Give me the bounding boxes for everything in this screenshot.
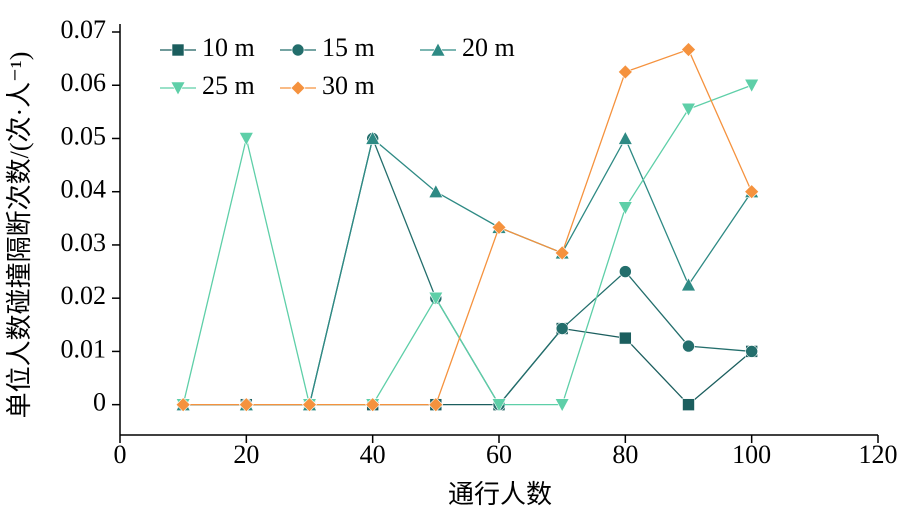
marker [744,184,760,200]
marker [428,397,444,413]
marker [617,130,633,145]
marker [170,81,186,96]
x-tick-label: 80 [612,440,638,469]
marker [428,291,444,306]
marker [682,339,695,353]
marker [554,398,570,413]
x-tick-label: 120 [859,440,898,469]
marker [491,398,507,413]
series-line [183,48,753,406]
marker [619,331,632,345]
marker [302,397,317,413]
marker [554,245,570,261]
y-tick-label: 0 [93,388,106,417]
marker [428,184,444,199]
y-tick-label: 0.04 [61,175,107,204]
y-axis-label: 单位人数碰撞隔断次数/(次·人⁻¹) [5,52,34,419]
series-line [183,136,752,406]
x-tick-label: 40 [360,440,386,469]
x-tick-label: 20 [233,440,259,469]
marker [491,219,507,235]
marker [619,265,632,278]
x-tick-label: 0 [114,440,127,469]
series-line [183,136,753,406]
marker [680,277,697,292]
marker [682,398,695,411]
marker [365,397,381,413]
x-tick-label: 60 [486,440,512,469]
legend-label: 10 m [202,33,255,62]
series-line [182,84,752,406]
marker [617,201,633,216]
marker [175,397,191,413]
marker [681,42,696,57]
y-tick-label: 0.03 [61,228,107,257]
y-tick-label: 0.01 [61,334,107,363]
y-tick-label: 0.06 [61,68,107,97]
x-tick-label: 100 [732,440,771,469]
legend-label: 15 m [322,33,375,62]
marker [617,64,633,80]
marker [744,78,760,93]
legend-label: 30 m [322,71,375,100]
marker [238,132,254,147]
marker [365,130,381,145]
marker [555,322,569,335]
marker [238,397,254,413]
y-tick-label: 0.05 [61,121,107,150]
marker [290,80,306,96]
legend-label: 25 m [202,71,255,100]
y-tick-label: 0.07 [61,15,107,44]
legend-label: 20 m [462,33,515,62]
marker [680,102,697,117]
marker [291,43,305,57]
marker [745,345,758,358]
marker [171,43,185,57]
series-line [183,327,753,406]
y-tick-label: 0.02 [61,281,107,310]
marker [430,42,446,57]
x-axis-label: 通行人数 [448,480,552,509]
